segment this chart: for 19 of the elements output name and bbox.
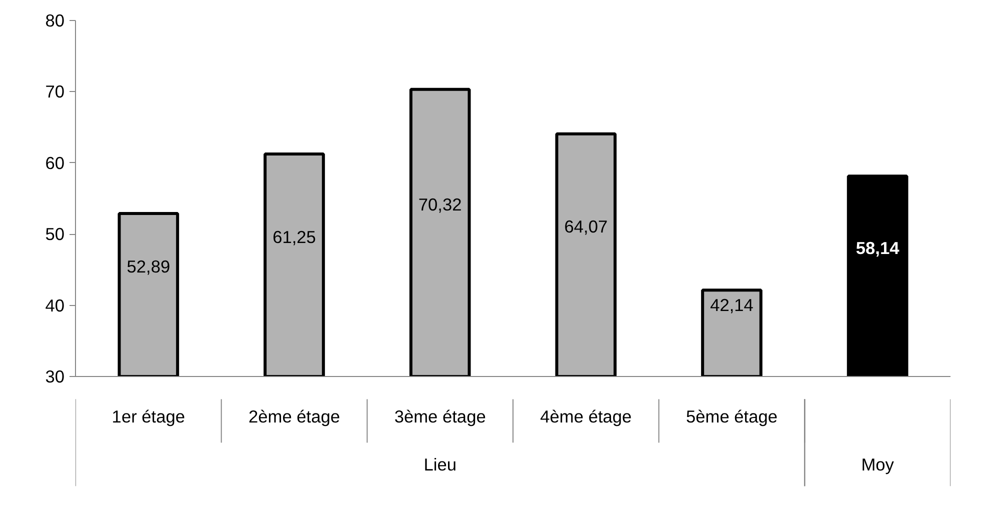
x-tick-label: 4ème étage [540,406,632,427]
data-label: 70,32 [418,194,462,214]
x-tick-label: 1er étage [112,406,186,427]
y-tick-label: 30 [45,366,65,386]
x-tick-label: 2ème étage [248,406,340,427]
data-label: 42,14 [710,294,754,315]
x-tick-label: 5ème étage [686,406,778,427]
y-tick-label: 60 [45,152,65,173]
y-tick-label: 50 [45,224,65,244]
y-tick-label: 80 [45,10,65,30]
data-label: 64,07 [564,216,608,237]
data-label: 61,25 [272,226,316,247]
x-tick-label: 3ème étage [394,406,486,427]
text: Moy [861,454,894,474]
y-tick-label: 40 [45,295,65,316]
data-label: 52,89 [126,256,170,277]
y-tick-label: 70 [45,82,65,102]
text: Lieu [424,454,456,474]
data-label: 58,14 [856,238,900,258]
